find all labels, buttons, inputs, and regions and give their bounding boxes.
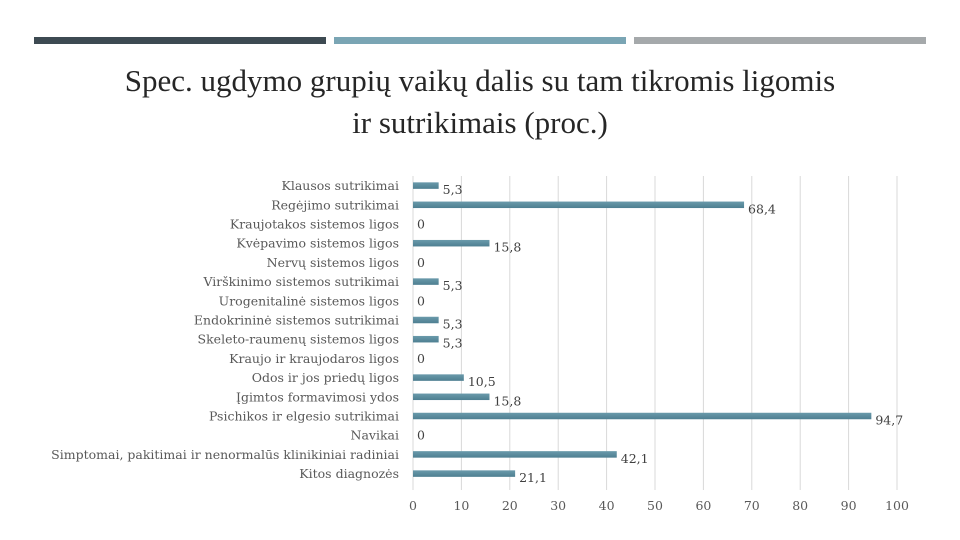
value-label: 5,3 [443, 336, 463, 351]
bar [413, 393, 490, 401]
bars [413, 182, 872, 477]
category-label: Urogenitalinė sistemos ligos [219, 293, 399, 308]
category-label: Kraujotakos sistemos ligos [230, 217, 399, 232]
x-tick-label: 0 [409, 498, 417, 513]
bar [413, 374, 464, 381]
gridlines [412, 176, 898, 490]
value-label: 5,3 [443, 182, 463, 197]
x-tick-label: 70 [744, 498, 760, 513]
category-label: Endokrininė sistemos sutrikimai [194, 313, 399, 328]
value-label: 0 [417, 217, 425, 232]
category-label: Psichikos ir elgesio sutrikimai [209, 409, 399, 424]
value-label: 94,7 [875, 413, 903, 428]
header-accent-bar-blue [334, 37, 626, 44]
bar [413, 470, 516, 477]
header-accent-bar-gray [634, 37, 926, 44]
category-label: Kraujo ir kraujodaros ligos [229, 351, 399, 366]
value-label: 21,1 [519, 470, 547, 485]
category-label: Įgimtos formavimosi ydos [236, 389, 399, 404]
category-label: Virškinimo sistemos sutrikimai [202, 274, 399, 289]
x-tick-label: 100 [885, 498, 909, 513]
value-label: 0 [417, 428, 425, 443]
value-label: 42,1 [621, 451, 649, 466]
x-tick-label: 40 [599, 498, 615, 513]
category-label: Navikai [351, 428, 399, 443]
bar [413, 278, 439, 285]
bar [413, 412, 872, 420]
category-label: Kvėpavimo sistemos ligos [236, 236, 399, 251]
x-tick-label: 80 [792, 498, 808, 513]
value-label: 0 [417, 351, 425, 366]
x-axis-tick-labels: 0 10 20 30 40 50 60 70 80 90 100 [409, 498, 909, 513]
chart-title-line-1: Spec. ugdymo grupių vaikų dalis su tam t… [124, 63, 836, 98]
category-label: Klausos sutrikimai [281, 178, 399, 193]
value-label: 5,3 [443, 278, 463, 293]
value-label: 15,8 [493, 240, 521, 255]
bar [413, 335, 439, 343]
bar [413, 182, 439, 189]
category-label: Kitos diagnozės [299, 466, 399, 481]
value-label: 10,5 [468, 374, 496, 389]
x-tick-label: 30 [550, 498, 566, 513]
bar [413, 201, 745, 209]
category-labels: Klausos sutrikimai Regėjimo sutrikimai Kra… [51, 178, 399, 481]
value-label: 5,3 [443, 317, 463, 332]
category-label: Regėjimo sutrikimai [271, 197, 399, 212]
bar [413, 451, 617, 458]
x-tick-label: 60 [695, 498, 711, 513]
category-label: Odos ir jos priedų ligos [252, 370, 399, 385]
chart-title: Spec. ugdymo grupių vaikų dalis su tam t… [0, 60, 960, 144]
x-tick-label: 20 [502, 498, 518, 513]
chart-title-line-2: ir sutrikimais (proc.) [352, 105, 608, 140]
header-accent-bar-dark [34, 37, 326, 44]
category-label: Nervų sistemos ligos [267, 255, 399, 270]
x-tick-label: 50 [647, 498, 663, 513]
value-label: 0 [417, 255, 425, 270]
value-label: 68,4 [748, 201, 776, 216]
category-label: Simptomai, pakitimai ir nenormalūs klini… [51, 447, 399, 462]
x-tick-label: 90 [841, 498, 857, 513]
value-label: 0 [417, 293, 425, 308]
bar [413, 239, 490, 247]
value-label: 15,8 [493, 393, 521, 408]
value-labels: 5,3 68,4 0 15,8 0 5,3 0 5,3 5,3 0 10,5 15,8 94,7 0 42,… [417, 182, 903, 485]
category-label: Skeleto-raumenų sistemos ligos [198, 332, 399, 347]
bar [413, 316, 439, 324]
x-tick-label: 10 [453, 498, 469, 513]
